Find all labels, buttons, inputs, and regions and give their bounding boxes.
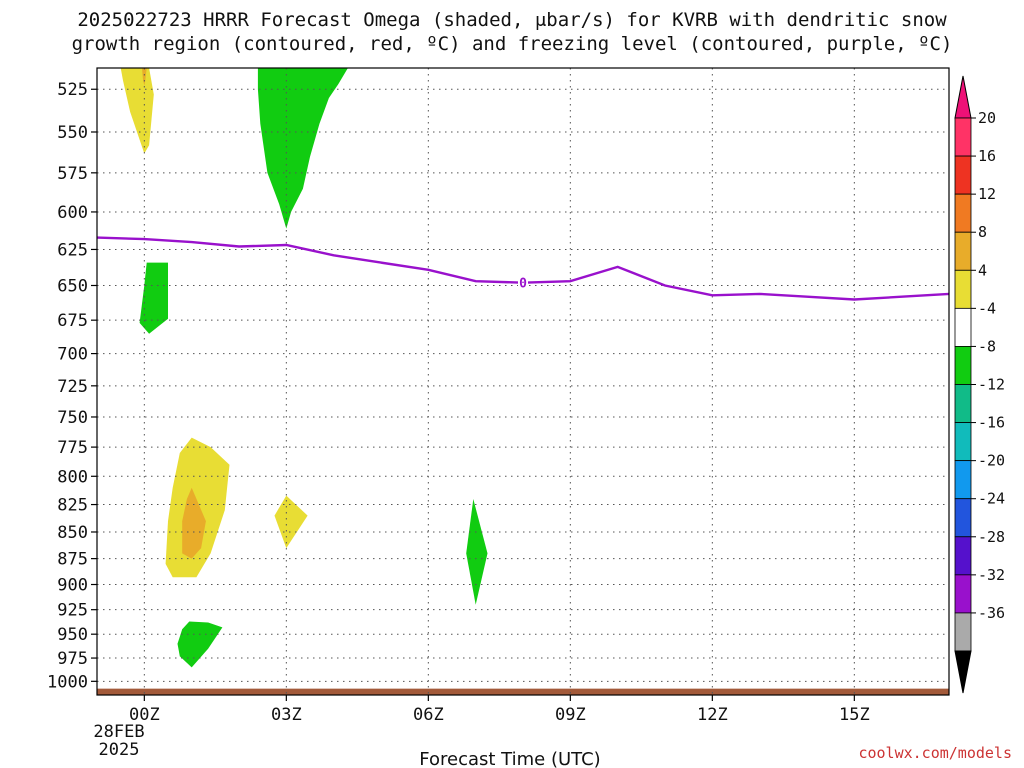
colorbar-segment-1 xyxy=(954,117,972,157)
colorbar-segment-14 xyxy=(954,612,972,652)
y-tick-label-900: 900 xyxy=(57,576,88,596)
x-tick-label-12Z: 12Z xyxy=(697,705,728,725)
colorbar-segment-4 xyxy=(954,231,972,271)
colorbar-label-8: 8 xyxy=(978,223,987,241)
time-axis: 00Z 03Z 06Z 09Z 12Z 15Z xyxy=(129,695,870,725)
y-tick-label-525: 525 xyxy=(57,80,88,100)
y-tick-label-600: 600 xyxy=(57,203,88,223)
date-day-label: 28FEB xyxy=(93,722,144,742)
x-tick-label-00Z: 00Z xyxy=(129,705,160,725)
date-year-label: 2025 xyxy=(99,740,140,760)
colorbar-label--32: -32 xyxy=(978,566,1005,584)
x-tick-label-15Z: 15Z xyxy=(839,705,870,725)
y-tick-label-925: 925 xyxy=(57,601,88,621)
colorbar-label--24: -24 xyxy=(978,490,1005,508)
surface-band xyxy=(97,688,949,695)
colorbar-label--28: -28 xyxy=(978,528,1005,546)
colorbar-segment-2 xyxy=(954,155,972,195)
colorbar-label-4: 4 xyxy=(978,261,987,279)
colorbar-segment-3 xyxy=(954,193,972,233)
y-tick-label-950: 950 xyxy=(57,625,88,645)
chart-title: 2025022723 HRRR Forecast Omega (shaded, … xyxy=(0,8,1024,56)
colorbar-label--36: -36 xyxy=(978,604,1005,622)
omega-region-2 xyxy=(142,68,147,86)
chart-title-line-1: 2025022723 HRRR Forecast Omega (shaded, … xyxy=(77,9,947,31)
y-tick-label-700: 700 xyxy=(57,345,88,365)
colorbar-label--16: -16 xyxy=(978,414,1005,432)
omega-region-4 xyxy=(139,262,168,334)
colorbar-label-12: 12 xyxy=(978,185,996,203)
colorbar-segment-6 xyxy=(954,307,972,347)
y-tick-label-825: 825 xyxy=(57,496,88,516)
colorbar-bottom-arrow xyxy=(954,650,972,694)
colorbar-top-arrow xyxy=(954,75,972,119)
credit-text: coolwx.com/models xyxy=(858,744,1012,762)
y-tick-label-800: 800 xyxy=(57,467,88,487)
colorbar: 20 16 12 8 4 -4 -8 -12 -16 -20 -24 -28 -32 -36 xyxy=(954,75,1005,694)
grid-lines xyxy=(97,68,949,695)
colorbar-label-20: 20 xyxy=(978,109,996,127)
colorbar-segment-9 xyxy=(954,422,972,462)
colorbar-segment-12 xyxy=(954,536,972,576)
colorbar-label--4: -4 xyxy=(978,299,996,317)
y-tick-label-750: 750 xyxy=(57,408,88,428)
colorbar-segment-13 xyxy=(954,574,972,614)
y-tick-label-875: 875 xyxy=(57,550,88,570)
y-tick-label-625: 625 xyxy=(57,240,88,260)
x-axis-title: Forecast Time (UTC) xyxy=(419,749,600,768)
omega-region-7 xyxy=(274,495,308,549)
x-tick-label-06Z: 06Z xyxy=(413,705,444,725)
freezing-level-label-bg xyxy=(518,274,528,291)
y-tick-label-1000: 1000 xyxy=(47,672,88,692)
colorbar-label--20: -20 xyxy=(978,452,1005,470)
y-tick-label-575: 575 xyxy=(57,164,88,184)
colorbar-segment-10 xyxy=(954,460,972,500)
omega-region-9 xyxy=(177,621,223,668)
y-tick-label-675: 675 xyxy=(57,311,88,331)
omega-region-1 xyxy=(120,68,154,154)
colorbar-label--8: -8 xyxy=(978,337,996,355)
colorbar-segment-5 xyxy=(954,269,972,309)
y-tick-label-775: 775 xyxy=(57,438,88,458)
chart-title-line-2: growth region (contoured, red, ºC) and f… xyxy=(71,33,953,55)
colorbar-label-16: 16 xyxy=(978,147,996,165)
omega-region-8 xyxy=(466,499,488,605)
omega-region-3 xyxy=(257,68,348,229)
y-tick-label-650: 650 xyxy=(57,276,88,296)
x-tick-label-09Z: 09Z xyxy=(555,705,586,725)
colorbar-segment-7 xyxy=(954,346,972,385)
x-tick-label-03Z: 03Z xyxy=(271,705,302,725)
plot-frame xyxy=(96,67,950,696)
colorbar-label--12: -12 xyxy=(978,376,1005,394)
omega-shading-layer xyxy=(97,68,949,695)
y-tick-label-550: 550 xyxy=(57,123,88,143)
y-tick-label-850: 850 xyxy=(57,523,88,543)
colorbar-segment-11 xyxy=(954,498,972,538)
y-tick-label-725: 725 xyxy=(57,377,88,397)
y-tick-label-975: 975 xyxy=(57,649,88,669)
freezing-level-label: 0 xyxy=(519,277,527,292)
omega-region-6 xyxy=(182,487,206,559)
pressure-axis: 525 550 575 600 625 650 675 700 725 750 775 800 825 8… xyxy=(47,80,97,692)
colorbar-segment-8 xyxy=(954,384,972,423)
freezing-level-layer: 0 xyxy=(96,236,950,301)
